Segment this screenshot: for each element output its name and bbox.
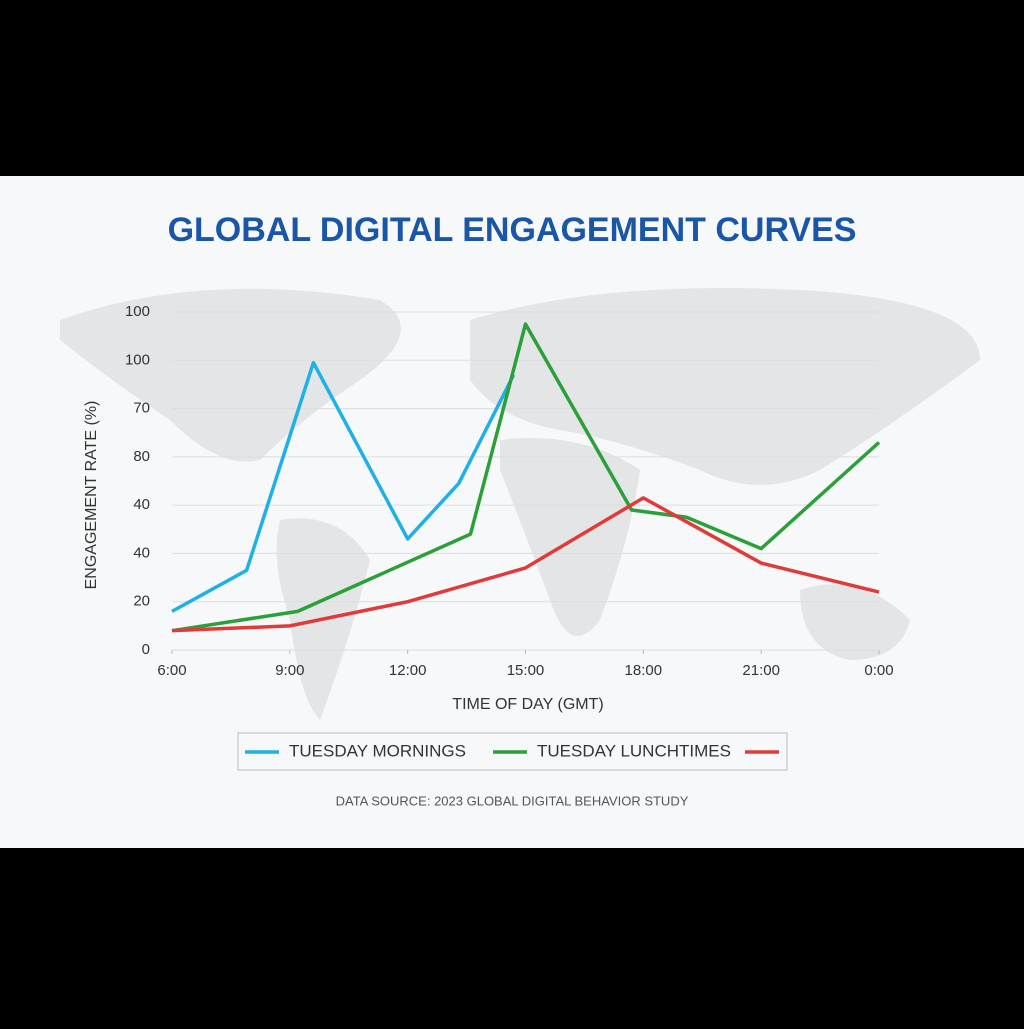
source-note: DATA SOURCE: 2023 GLOBAL DIGITAL BEHAVIO…	[336, 793, 689, 808]
legend-label: TUESDAY LUNCHTIMES	[537, 741, 731, 760]
y-tick-label: 40	[133, 544, 150, 561]
x-axis-label: TIME OF DAY (GMT)	[452, 696, 603, 713]
chart-title: GLOBAL DIGITAL ENGAGEMENT CURVES	[168, 211, 857, 249]
y-tick-label: 100	[125, 303, 150, 320]
y-tick-label: 20	[133, 593, 150, 610]
legend	[237, 732, 788, 771]
y-tick-label: 40	[133, 496, 150, 513]
x-tick-label: 0:00	[864, 662, 893, 679]
x-tick-label: 15:00	[507, 662, 545, 679]
x-tick-label: 9:00	[275, 662, 304, 679]
legend-label: TUESDAY MORNINGS	[289, 741, 466, 760]
y-tick-label: 70	[133, 400, 150, 417]
y-tick-label: 100	[125, 351, 150, 368]
x-tick-label: 21:00	[742, 662, 780, 679]
background	[0, 176, 1024, 848]
world-map	[60, 288, 980, 720]
x-tick-label: 6:00	[157, 662, 186, 679]
x-tick-label: 12:00	[389, 662, 427, 679]
y-axis-label: ENGAGEMENT RATE (%)	[83, 401, 100, 590]
y-tick-label: 0	[142, 641, 150, 658]
y-tick-label: 80	[133, 448, 150, 465]
x-tick-label: 18:00	[625, 662, 663, 679]
series-line	[171, 360, 516, 613]
series-line	[171, 322, 881, 633]
series-line	[171, 496, 880, 633]
